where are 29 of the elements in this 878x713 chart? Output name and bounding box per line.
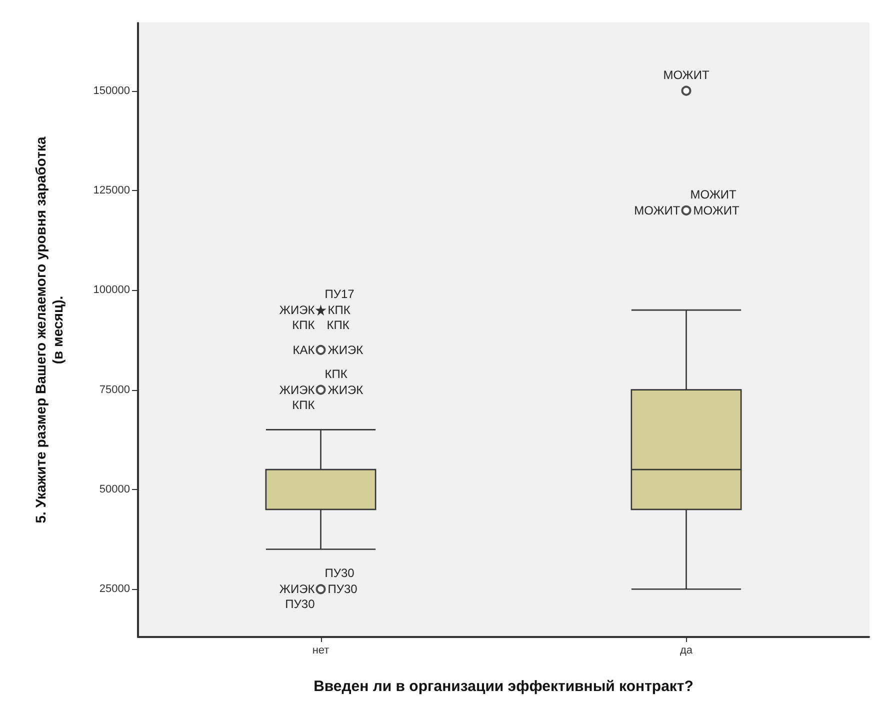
annotation: МОЖИТ <box>634 203 681 218</box>
annotation: КАК <box>292 342 315 357</box>
annotation: ПУ30 <box>328 582 358 596</box>
annotation: МОЖИТ <box>693 203 740 218</box>
annotation: МОЖИТ <box>690 187 738 202</box>
annotation: КПК <box>326 318 350 332</box>
y-tick-label: 25000 <box>99 583 130 596</box>
x-axis-title: Введен ли в организации эффективный контракт? <box>314 678 694 695</box>
y-tick-label: 125000 <box>93 184 130 196</box>
annotation: КПК <box>328 303 350 318</box>
annotation: ЖИЭК <box>328 382 364 397</box>
x-tick-label: нет <box>312 644 330 656</box>
annotation: ЖИЭК <box>279 582 315 596</box>
annotation: ПУ30 <box>324 566 355 580</box>
x-tick-label: да <box>680 644 694 656</box>
annotation: КПК <box>292 318 315 332</box>
y-axis-title: 5. Укажите размер Вашего желаемого уровня заработка (в месяц). <box>32 136 66 524</box>
annotation: ЖИЭК <box>279 303 315 318</box>
y-tick-label: 100000 <box>93 284 130 296</box>
annotation: ПУ17 <box>324 287 355 302</box>
annotation: ЖИЭК <box>328 342 364 357</box>
y-tick-label: 75000 <box>99 384 130 396</box>
annotation: КПК <box>324 366 348 381</box>
annotation: КПК <box>292 398 315 412</box>
y-tick-label: 50000 <box>99 483 130 496</box>
y-tick-label: 150000 <box>93 84 130 97</box>
annotation: ЖИЭК <box>279 382 315 397</box>
annotation: МОЖИТ <box>663 68 710 82</box>
annotation: ПУ30 <box>285 597 316 612</box>
